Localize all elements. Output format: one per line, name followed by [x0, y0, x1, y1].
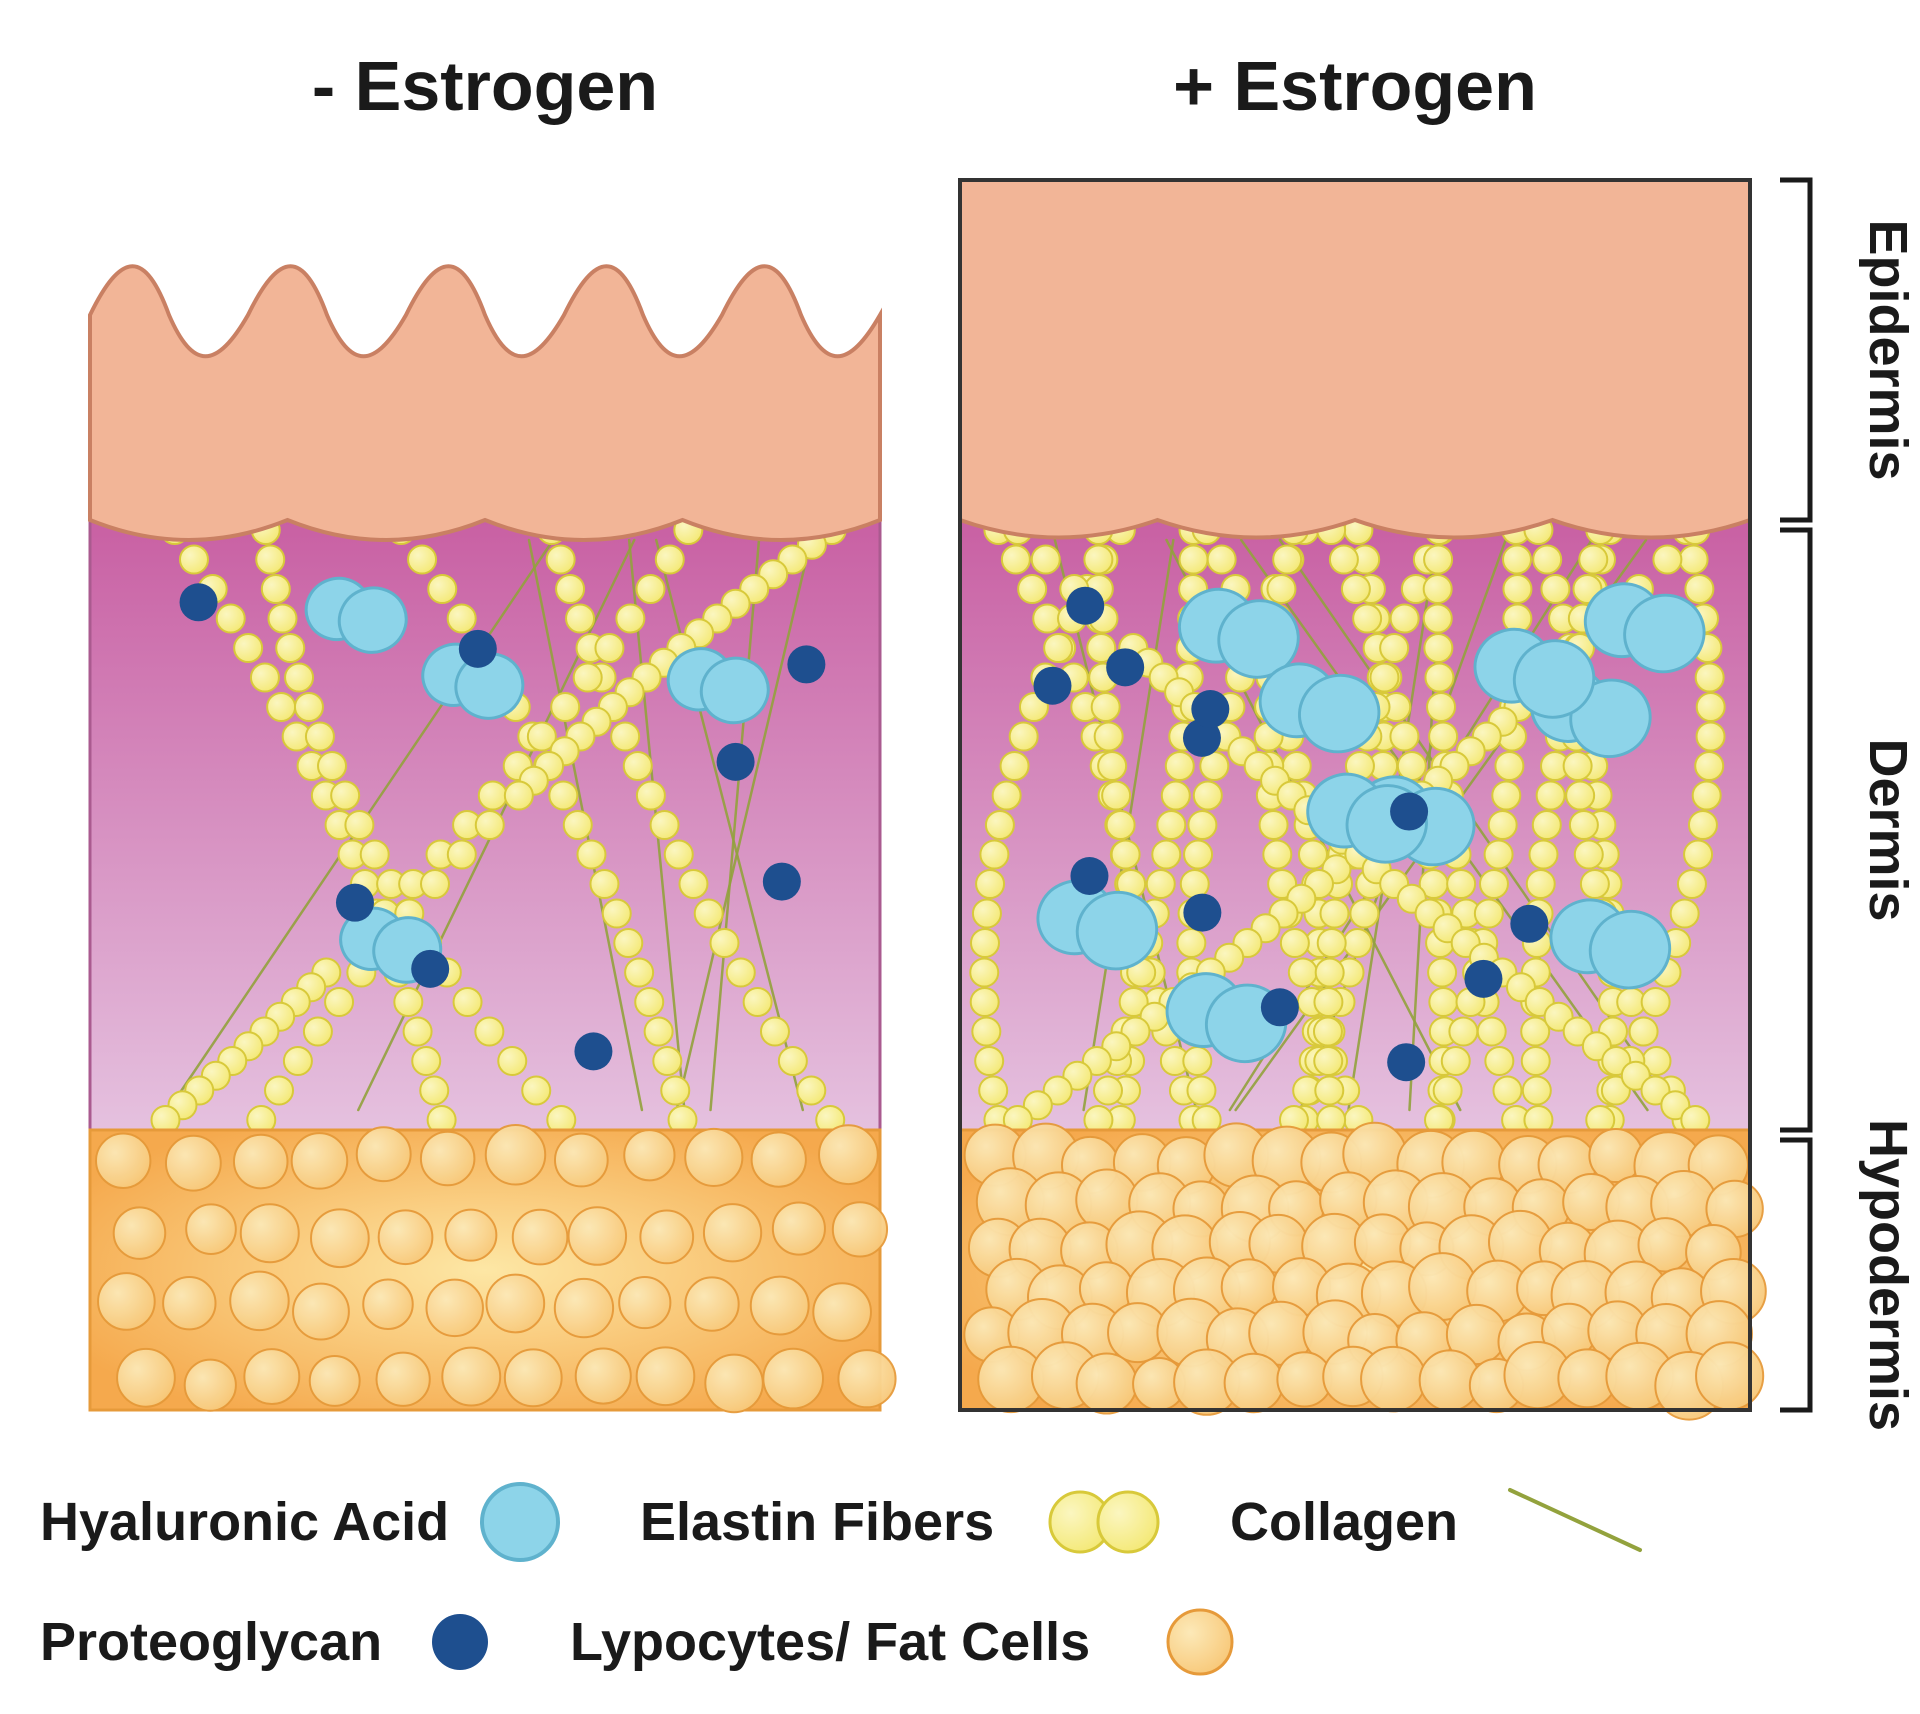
layer-label: Dermis: [1858, 738, 1918, 921]
title-right: + Estrogen: [1173, 47, 1537, 125]
legend-label: Hyaluronic Acid: [40, 1492, 449, 1552]
legend-collagen-icon: [1510, 1490, 1640, 1550]
legend-label: Lypocytes/ Fat Cells: [570, 1612, 1090, 1672]
legend-label: Proteoglycan: [40, 1612, 382, 1672]
panel-right: [960, 180, 1766, 1420]
skin-diagram: - Estrogen + Estrogen Epidermis Dermis Hypod…: [0, 0, 1920, 1714]
legend-label: Elastin Fibers: [640, 1492, 994, 1552]
legend-proteoglycan-icon: [432, 1614, 488, 1670]
legend-hyaluronic-icon: [482, 1484, 558, 1560]
layer-label: Epidermis: [1858, 219, 1918, 480]
title-left: - Estrogen: [312, 47, 658, 125]
hypodermis: [90, 1125, 896, 1412]
bracket: [1780, 1140, 1810, 1410]
bracket: [1780, 180, 1810, 520]
legend-label: Collagen: [1230, 1492, 1458, 1552]
epidermis: [960, 180, 1750, 538]
epidermis: [90, 266, 880, 540]
legend-fatcell-icon: [1168, 1610, 1232, 1674]
layer-label: Hypodermis: [1858, 1119, 1918, 1431]
bracket: [1780, 530, 1810, 1130]
hypodermis: [960, 1123, 1766, 1420]
panel-left: [90, 266, 896, 1412]
